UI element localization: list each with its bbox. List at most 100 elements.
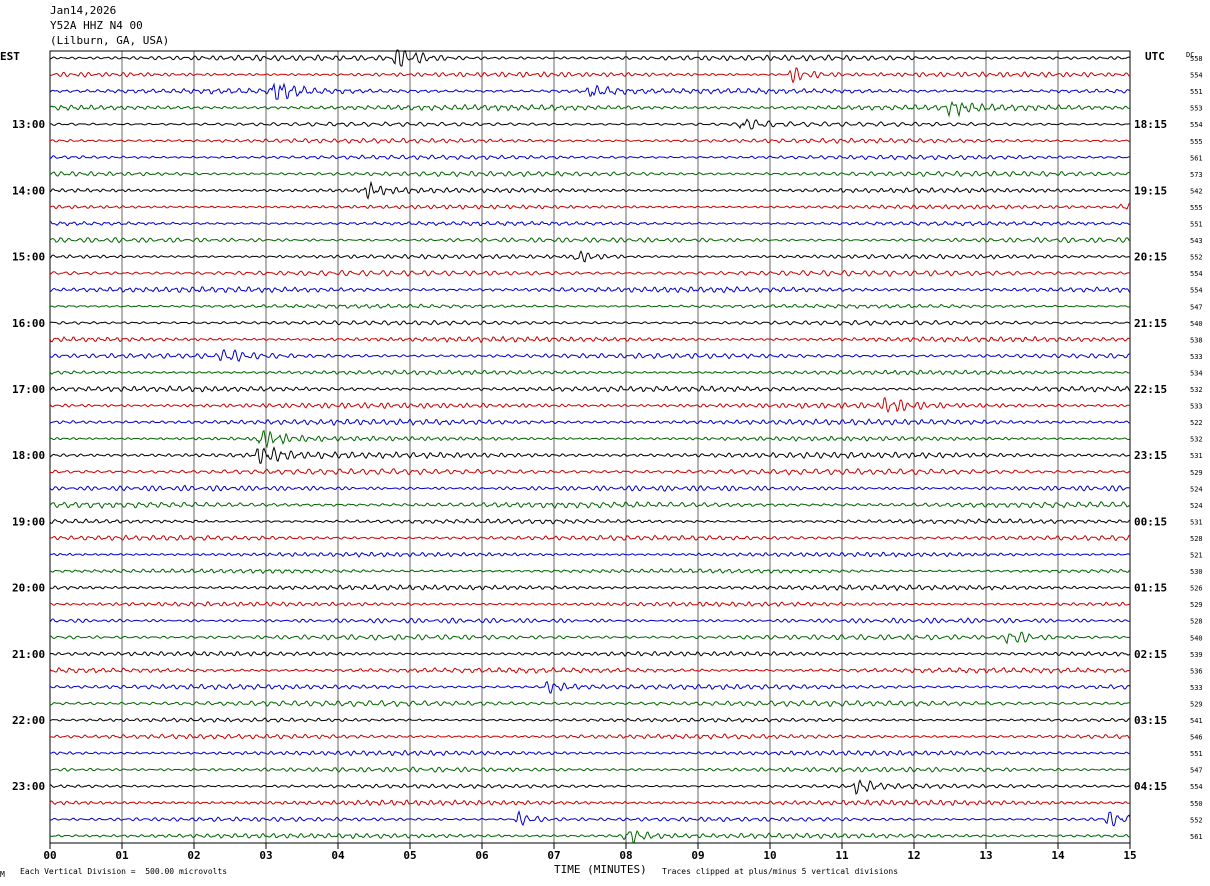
seismic-trace bbox=[49, 49, 1131, 67]
right-hour-label: 22:15 bbox=[1134, 383, 1167, 396]
left-hour-label: 23:00 bbox=[12, 780, 45, 793]
dc-offset-label: 536 bbox=[1190, 667, 1203, 675]
seismic-trace bbox=[49, 518, 1131, 525]
seismic-trace bbox=[49, 733, 1131, 740]
plot-date: Jan14,2026 bbox=[50, 4, 117, 17]
dc-offset-label: 533 bbox=[1190, 353, 1203, 361]
dc-offset-label: 524 bbox=[1190, 485, 1203, 493]
dc-offset-label: 554 bbox=[1190, 72, 1203, 80]
seismic-trace bbox=[49, 319, 1131, 326]
right-timezone-label: UTC bbox=[1145, 50, 1165, 63]
dc-offset-label: 573 bbox=[1190, 171, 1203, 179]
dc-offset-label: 524 bbox=[1190, 502, 1203, 510]
left-hour-label: 18:00 bbox=[12, 449, 45, 462]
dc-offset-label: 551 bbox=[1190, 221, 1203, 229]
seismic-trace bbox=[49, 567, 1131, 575]
seismic-trace bbox=[49, 467, 1131, 476]
seismic-trace bbox=[49, 666, 1130, 674]
dc-offset-label: 551 bbox=[1190, 88, 1203, 96]
seismic-trace bbox=[49, 385, 1131, 393]
dc-offset-label: 547 bbox=[1190, 303, 1203, 311]
left-hour-label: 13:00 bbox=[12, 118, 45, 131]
seismic-trace bbox=[49, 348, 1131, 362]
dc-offset-label: 529 bbox=[1190, 469, 1203, 477]
scale-note: Each Vertical Division = 500.00 microvol… bbox=[20, 867, 228, 876]
right-hour-label: 19:15 bbox=[1134, 184, 1167, 197]
seismic-trace bbox=[49, 446, 1131, 464]
seismic-trace bbox=[49, 396, 1131, 414]
seismic-trace bbox=[49, 501, 1131, 510]
seismic-trace bbox=[49, 202, 1131, 210]
dc-offset-label: 552 bbox=[1190, 816, 1203, 824]
seismic-trace bbox=[49, 303, 1131, 310]
x-tick-label: 00 bbox=[43, 849, 56, 862]
x-tick-label: 11 bbox=[835, 849, 849, 862]
dc-offset-label: 555 bbox=[1190, 204, 1203, 212]
seismic-trace bbox=[49, 810, 1131, 827]
dc-offset-label: 534 bbox=[1190, 369, 1203, 377]
dc-offset-label: 530 bbox=[1190, 568, 1203, 576]
dc-offset-label: 554 bbox=[1190, 121, 1203, 129]
dc-offset-label: 554 bbox=[1190, 287, 1203, 295]
left-hour-label: 21:00 bbox=[12, 648, 45, 661]
right-hour-label: 18:15 bbox=[1134, 118, 1167, 131]
dc-offset-label: 522 bbox=[1190, 419, 1203, 427]
right-hour-label: 04:15 bbox=[1134, 780, 1167, 793]
seismic-trace bbox=[49, 484, 1131, 492]
x-tick-label: 13 bbox=[979, 849, 992, 862]
seismic-trace bbox=[49, 534, 1131, 542]
x-tick-label: 07 bbox=[547, 849, 560, 862]
seismic-trace bbox=[49, 584, 1131, 592]
seismic-trace bbox=[49, 766, 1131, 773]
dc-offset-label: 551 bbox=[1190, 750, 1203, 758]
right-hour-label: 23:15 bbox=[1134, 449, 1167, 462]
seismic-trace bbox=[49, 617, 1130, 624]
left-hour-label: 19:00 bbox=[12, 515, 45, 528]
seismic-trace bbox=[49, 335, 1131, 344]
x-tick-label: 05 bbox=[403, 849, 416, 862]
seismic-trace bbox=[49, 154, 1131, 161]
x-tick-label: 15 bbox=[1123, 849, 1136, 862]
seismic-trace bbox=[49, 601, 1130, 608]
clip-note: Traces clipped at plus/minus 5 vertical … bbox=[662, 867, 899, 876]
seismic-trace bbox=[49, 137, 1131, 145]
dc-offset-label: 528 bbox=[1190, 535, 1203, 543]
corner-mark: M bbox=[0, 870, 5, 879]
seismic-trace bbox=[49, 699, 1131, 708]
station-code: Y52A HHZ N4 00 bbox=[50, 19, 143, 32]
dc-offset-label: 532 bbox=[1190, 386, 1203, 394]
dc-offset-label: 552 bbox=[1190, 254, 1203, 262]
seismic-trace bbox=[49, 830, 1130, 844]
x-tick-label: 10 bbox=[763, 849, 776, 862]
seismic-trace bbox=[49, 429, 1131, 449]
dc-column-label: DC bbox=[1186, 51, 1195, 59]
dc-offset-label: 528 bbox=[1190, 618, 1203, 626]
seismic-trace bbox=[49, 799, 1131, 807]
right-hour-label: 21:15 bbox=[1134, 317, 1167, 330]
x-tick-label: 12 bbox=[907, 849, 920, 862]
x-tick-label: 08 bbox=[619, 849, 632, 862]
dc-offset-label: 558 bbox=[1190, 55, 1203, 63]
x-tick-label: 03 bbox=[259, 849, 272, 862]
dc-offset-label: 547 bbox=[1190, 767, 1203, 775]
x-tick-label: 14 bbox=[1051, 849, 1065, 862]
dc-offset-label: 561 bbox=[1190, 154, 1203, 162]
left-hour-label: 22:00 bbox=[12, 714, 45, 727]
dc-offset-label: 546 bbox=[1190, 734, 1203, 742]
seismic-trace bbox=[49, 680, 1131, 694]
left-hour-label: 15:00 bbox=[12, 251, 45, 264]
dc-offset-label: 538 bbox=[1190, 336, 1203, 344]
x-tick-label: 01 bbox=[115, 849, 129, 862]
seismic-trace bbox=[49, 236, 1131, 244]
right-hour-label: 00:15 bbox=[1134, 515, 1167, 528]
seismic-trace bbox=[49, 285, 1131, 294]
dc-offset-label: 553 bbox=[1190, 105, 1203, 113]
dc-offset-label: 561 bbox=[1190, 833, 1203, 841]
dc-offset-label: 529 bbox=[1190, 700, 1203, 708]
plot-frame bbox=[49, 50, 1131, 844]
dc-offset-label: 540 bbox=[1190, 320, 1203, 328]
seismic-trace bbox=[49, 220, 1131, 227]
seismic-trace bbox=[50, 749, 1131, 757]
seismic-trace bbox=[50, 118, 1130, 130]
